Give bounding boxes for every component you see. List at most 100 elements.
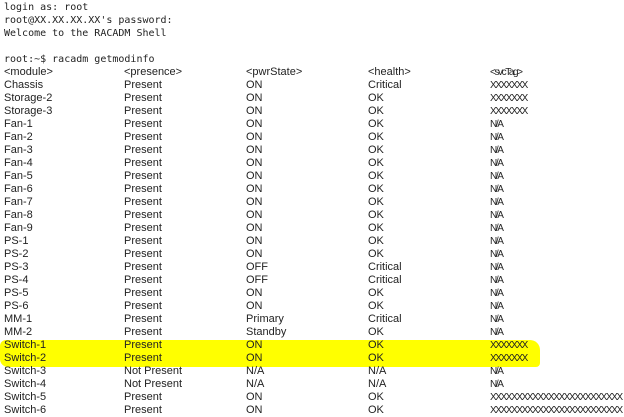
presence-cell: Present [124, 274, 162, 286]
presence-cell: Present [124, 222, 162, 234]
svc-tag-cell: <svcTag> [490, 67, 523, 78]
health-cell: OK [368, 131, 384, 143]
health-cell: OK [368, 118, 384, 130]
presence-cell: Present [124, 313, 162, 325]
health-cell: N/A [368, 378, 387, 390]
health-cell: OK [368, 170, 384, 182]
module-cell: Switch-6 [4, 404, 47, 416]
table-row: PS-1 Present ON OK N/A [0, 235, 624, 248]
module-cell: PS-6 [4, 300, 29, 312]
health-cell: OK [368, 326, 384, 338]
svc-tag-cell: XXXXXXX [490, 106, 528, 117]
pwr-state-cell: ON [246, 131, 263, 143]
presence-cell: Present [124, 131, 162, 143]
svc-tag-cell: N/A [490, 223, 504, 234]
health-cell: OK [368, 183, 384, 195]
svc-tag-cell: N/A [490, 197, 504, 208]
svc-tag-cell: N/A [490, 327, 504, 338]
presence-cell: Present [124, 196, 162, 208]
presence-cell: Present [124, 170, 162, 182]
svc-tag-cell: N/A [490, 301, 504, 312]
svc-tag-cell: N/A [490, 119, 504, 130]
health-cell: OK [368, 339, 384, 351]
table-row: Fan-3 Present ON OK N/A [0, 144, 624, 157]
svc-tag-cell: XXXXXXX [490, 353, 528, 364]
presence-cell: Present [124, 157, 162, 169]
pwr-state-cell: ON [246, 352, 263, 364]
module-cell: Fan-6 [4, 183, 33, 195]
command-line: root:~$ racadm getmodinfo [4, 54, 155, 65]
svc-tag-cell: XXXXXXXXXXXXXXXXXXXXXXXXX [490, 392, 623, 403]
pwr-state-cell: ON [246, 222, 263, 234]
svc-tag-cell: XXXXXXXXXXXXXXXXXXXXXXXXX [490, 405, 623, 416]
module-cell: Switch-2 [4, 352, 47, 364]
svc-tag-cell: N/A [490, 366, 504, 377]
health-cell: OK [368, 248, 384, 260]
health-cell: Critical [368, 274, 402, 286]
module-cell: Fan-3 [4, 144, 33, 156]
health-cell: <health> [368, 66, 411, 78]
pwr-state-cell: ON [246, 118, 263, 130]
presence-cell: Present [124, 287, 162, 299]
pwr-state-cell: ON [246, 92, 263, 104]
health-cell: OK [368, 157, 384, 169]
svc-tag-cell: N/A [490, 171, 504, 182]
module-cell: Fan-9 [4, 222, 33, 234]
table-row: Fan-9 Present ON OK N/A [0, 222, 624, 235]
presence-cell: Present [124, 209, 162, 221]
module-cell: PS-5 [4, 287, 29, 299]
module-cell: Switch-3 [4, 365, 47, 377]
table-row: MM-1 Present Primary Critical N/A [0, 313, 624, 326]
pwr-state-cell: OFF [246, 261, 268, 273]
table-row: Fan-7 Present ON OK N/A [0, 196, 624, 209]
module-cell: Fan-8 [4, 209, 33, 221]
presence-cell: Present [124, 183, 162, 195]
table-row: Switch-1 Present ON OK XXXXXXX [0, 339, 624, 352]
module-cell: PS-2 [4, 248, 29, 260]
presence-cell: Present [124, 300, 162, 312]
pwr-state-cell: ON [246, 235, 263, 247]
svc-tag-cell: N/A [490, 249, 504, 260]
svc-tag-cell: N/A [490, 262, 504, 273]
health-cell: OK [368, 404, 384, 416]
module-cell: Switch-4 [4, 378, 47, 390]
pwr-state-cell: ON [246, 170, 263, 182]
presence-cell: Present [124, 404, 162, 416]
pwr-state-cell: OFF [246, 274, 268, 286]
presence-cell: Not Present [124, 378, 183, 390]
login-line: login as: root [4, 2, 89, 13]
table-row: Fan-6 Present ON OK N/A [0, 183, 624, 196]
health-cell: OK [368, 352, 384, 364]
table-row: Fan-5 Present ON OK N/A [0, 170, 624, 183]
table-row: Switch-6 Present ON OK XXXXXXXXXXXXXXXXXXXXX… [0, 404, 624, 417]
table-row: Switch-5 Present ON OK XXXXXXXXXXXXXXXXXXXXX… [0, 391, 624, 404]
pwr-state-cell: ON [246, 287, 263, 299]
pwr-state-cell: N/A [246, 365, 265, 377]
table-row: Storage-3 Present ON OK XXXXXXX [0, 105, 624, 118]
module-cell: MM-2 [4, 326, 33, 338]
table-header: <module> <presence> <pwrState> <health> <svc… [0, 66, 624, 79]
health-cell: OK [368, 391, 384, 403]
health-cell: OK [368, 92, 384, 104]
table-row: PS-5 Present ON OK N/A [0, 287, 624, 300]
module-cell: Chassis [4, 79, 44, 91]
module-cell: Fan-7 [4, 196, 33, 208]
table-row: PS-2 Present ON OK N/A [0, 248, 624, 261]
svc-tag-cell: XXXXXXX [490, 93, 528, 104]
module-cell: Fan-4 [4, 157, 33, 169]
health-cell: Critical [368, 261, 402, 273]
presence-cell: Present [124, 118, 162, 130]
table-row: Switch-3 Not Present N/A N/A N/A [0, 365, 624, 378]
health-cell: OK [368, 196, 384, 208]
pwr-state-cell: ON [246, 183, 263, 195]
pwr-state-cell: ON [246, 79, 263, 91]
highlight-mark [0, 340, 540, 367]
health-cell: OK [368, 209, 384, 221]
presence-cell: Present [124, 352, 162, 364]
password-line: root@XX.XX.XX.XX's password: [4, 15, 173, 26]
svc-tag-cell: N/A [490, 132, 504, 143]
module-cell: Switch-1 [4, 339, 47, 351]
table-row: Fan-4 Present ON OK N/A [0, 157, 624, 170]
presence-cell: Present [124, 144, 162, 156]
svc-tag-cell: N/A [490, 379, 504, 390]
